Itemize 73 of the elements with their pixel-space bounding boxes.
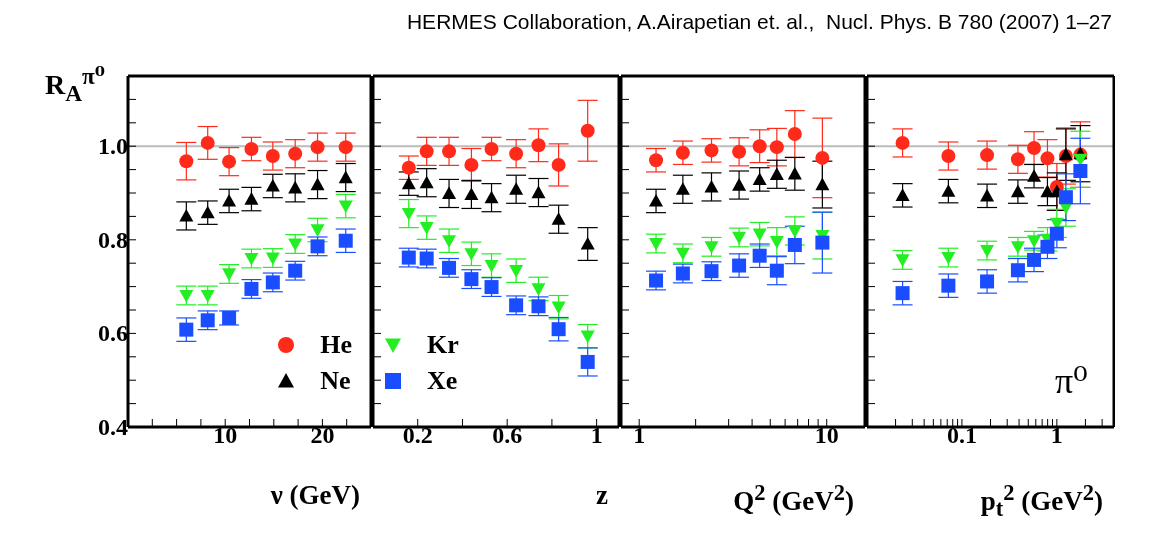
y-tick-label: 0.6 [98,320,128,347]
point [338,200,353,214]
point [580,330,595,344]
point [310,177,325,191]
point [484,142,499,157]
point [442,235,457,248]
legend-label: He [320,330,352,360]
x-axis-title: z [596,480,608,511]
x-axis-title: ν (GeV) [270,480,360,511]
x-tick-label: 0.2 [402,422,433,448]
text: HERMES Collaboration, A.Airapetian et. al., Nucl. Phys. B 780 (2007) 1–27 [406,10,1112,34]
point [222,193,237,207]
point [464,248,479,261]
legend-label: Ne [320,366,352,396]
point [551,212,566,225]
point [419,175,434,189]
x-tick-label: 0.1 [946,422,977,448]
point [509,182,524,195]
x-axis-title: Q$^{2}$ (GeV$^{2}$) [733,480,854,517]
point [179,154,194,169]
point [288,146,303,161]
point [509,265,524,278]
x-tick-label: 20 [310,422,335,448]
point [179,208,194,222]
point [222,310,237,325]
point [531,283,546,296]
point [442,144,457,159]
x-axis-title: p$_{t}$$^{2}$ (GeV$^{2}$) [980,480,1103,523]
point [419,144,434,159]
point [580,123,595,138]
y-tick-label: 0.4 [98,414,128,440]
point [222,154,237,169]
point [338,140,353,155]
point [265,149,280,164]
annotation: π⁰ [1055,360,1088,402]
point [401,176,416,190]
point [531,185,546,199]
x-tick-label: 10 [213,422,238,448]
point [464,187,479,200]
y-tick-label: 1.0 [98,133,128,160]
point [464,157,479,172]
point [265,178,280,192]
point [580,354,595,369]
point [551,301,566,315]
point [244,192,259,205]
point [310,224,325,237]
point [200,205,215,219]
point [338,233,353,248]
point [179,322,194,337]
point [288,180,303,194]
legend-label: Xe [427,366,459,396]
x-tick-label: 10 [814,422,839,448]
x-tick-label: 1 [590,422,603,448]
point [244,142,259,157]
point [551,322,566,337]
point [484,190,499,204]
point [310,140,325,155]
point [509,146,524,161]
x-tick-label: 0.6 [492,422,523,448]
point [419,222,434,235]
point [338,170,353,184]
point [442,186,457,200]
point [551,157,566,172]
x-tick-label: 1 [1050,422,1063,448]
y-tick-label: 0.8 [98,226,128,253]
point [200,135,215,150]
point [531,138,546,153]
legend-label: Kr [427,330,459,360]
point [401,207,416,221]
x-tick-label: 1 [633,422,646,448]
point [580,237,595,250]
point [401,160,416,175]
point [484,259,499,273]
